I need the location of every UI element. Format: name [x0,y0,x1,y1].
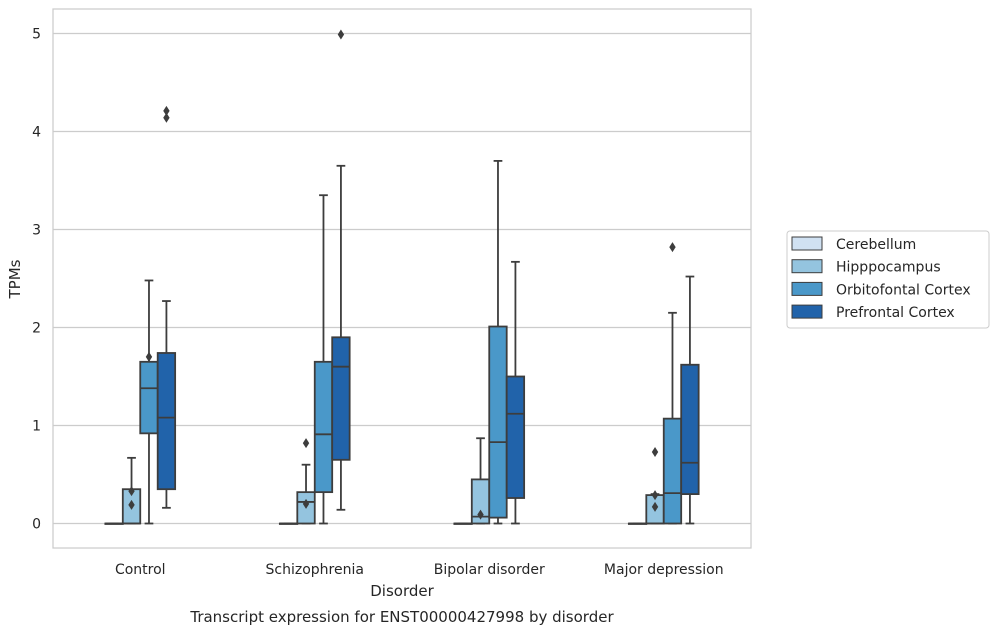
outlier-point [302,438,310,449]
y-tick-label: 5 [32,27,41,43]
legend: Cerebellum Hipppocampus Orbitofontal Corte… [786,230,990,329]
box-hipppocampus [645,446,665,525]
box-body [680,363,700,495]
y-tick-labels: 0 1 2 3 4 5 [32,27,41,533]
box-body [662,417,683,525]
outlier-point [302,498,310,509]
outlier-point [651,501,659,512]
outlier-point [477,509,484,520]
y-tick-label: 0 [32,517,41,533]
y-axis-title: TPMs [6,259,24,299]
outlier-point [651,490,659,501]
box-orbitofontal-cortex [662,242,683,525]
box-orbitofontal-cortex [313,194,334,525]
box-prefrontal-cortex [156,105,177,509]
x-tick-label: Major depression [604,562,724,578]
box-cerebellum [453,522,473,525]
y-tick-label: 3 [32,223,41,239]
box-prefrontal-cortex [680,275,700,525]
box-cerebellum [278,522,299,525]
legend-items: Cerebellum Hipppocampus Orbitofontal Corte… [791,236,971,321]
x-tick-label: Control [115,562,166,578]
box-body [331,336,351,461]
x-tick-label: Schizophrenia [266,562,364,578]
box-cerebellum [104,522,124,525]
chart-caption: Transcript expression for ENST0000042799… [189,608,614,626]
box-body [156,352,177,491]
box-orbitofontal-cortex [139,279,159,525]
box-layer [104,29,700,525]
x-tick-labels: Control Schizophrenia Bipolar disorder Majo… [115,562,724,578]
box-body [505,375,526,499]
box-orbitofontal-cortex [488,159,508,525]
legend-swatch [791,236,823,251]
legend-label: Hipppocampus [836,260,941,276]
y-tick-label: 2 [32,321,41,337]
box-hipppocampus [296,438,316,525]
legend-swatch [791,304,823,319]
legend-label: Orbitofontal Cortex [836,282,971,298]
legend-swatch [791,281,823,296]
outlier-point [145,351,153,362]
outlier-point [163,105,170,116]
box-prefrontal-cortex [505,260,526,525]
box-body [139,360,159,435]
legend-label: Cerebellum [836,237,916,253]
legend-swatch [791,259,823,274]
box-cerebellum [627,522,648,525]
outlier-point [651,446,659,457]
box-body [313,360,334,494]
outlier-point [669,242,676,253]
x-axis-title: Disorder [370,582,434,600]
outlier-point [163,112,170,123]
legend-label: Prefrontal Cortex [836,305,955,321]
y-tick-label: 1 [32,419,41,435]
box-hipppocampus [121,456,142,525]
y-tick-label: 4 [32,125,41,141]
box-body [488,325,508,519]
outlier-point [128,499,135,510]
box-hipppocampus [470,437,491,525]
plot-frame [52,8,752,549]
outlier-point [337,29,345,40]
x-tick-label: Bipolar disorder [434,562,545,578]
box-prefrontal-cortex [331,29,351,511]
legend-frame [786,230,990,329]
outlier-point [128,486,135,497]
